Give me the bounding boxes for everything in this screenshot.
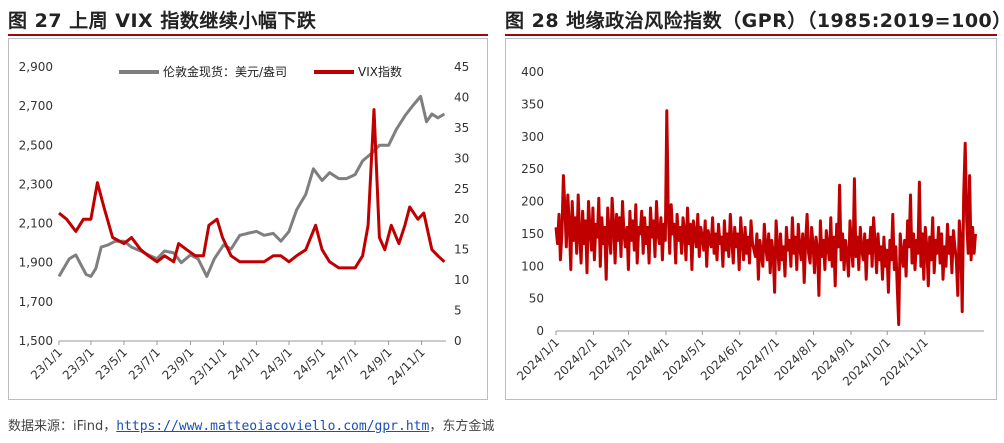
vix-series-line: [58, 108, 446, 270]
vix-gold-chart-panel: 1,500 1,700 1,900 2,100 2,300 2,500 2,700 2,900…: [8, 38, 488, 400]
y-tick-label: 250: [521, 162, 544, 176]
legend-label-vix: VIX指数: [358, 64, 402, 79]
y-left-tick-label: 1,900: [19, 256, 53, 270]
source-note: 数据来源：iFind，https://www.matteoiacoviello.…: [8, 415, 494, 434]
y-tick-label: 50: [529, 292, 544, 306]
y-tick-label: 300: [521, 130, 544, 144]
vix-gold-chart: 1,500 1,700 1,900 2,100 2,300 2,500 2,700 2,900…: [19, 60, 470, 388]
figure-28-title: 图 28 地缘政治风险指数（GPR）（1985:2019=100）: [505, 10, 1004, 32]
y-tick-label: 150: [521, 227, 544, 241]
y-tick-label: 100: [521, 259, 544, 273]
legend-label-gold: 伦敦金现货：美元/盎司: [163, 64, 287, 79]
y-right-tick-label: 20: [454, 212, 469, 226]
gpr-chart-panel: 0 50 100 150 200 250 300 350 400 2024/1/1 2024/2/1…: [505, 38, 997, 400]
y-right-tick-label: 0: [454, 334, 462, 348]
y-right-tick-label: 40: [454, 90, 469, 104]
x-tick-label: 23/1/1: [28, 345, 65, 382]
y-tick-label: 400: [521, 65, 544, 79]
x-tick-label: 24/11/1: [385, 345, 428, 388]
source-link[interactable]: https://www.matteoiacoviello.com/gpr.htm: [116, 419, 430, 434]
source-prefix: 数据来源：iFind，: [8, 419, 117, 434]
figure-27-title: 图 27 上周 VIX 指数继续小幅下跌: [8, 10, 317, 32]
source-suffix: ，东方金诚: [429, 419, 495, 434]
x-tick-label: 23/7/1: [126, 345, 163, 382]
y-left-tick-label: 2,100: [19, 217, 53, 231]
y-right-tick-label: 45: [454, 60, 469, 74]
x-tick-label: 24/7/1: [324, 345, 361, 382]
x-tick-label: 24/1/1: [225, 345, 262, 382]
y-left-tick-label: 2,300: [19, 177, 53, 191]
x-tick-label: 23/11/1: [187, 345, 230, 388]
x-tick-label: 24/3/1: [258, 345, 295, 382]
y-tick-label: 0: [536, 324, 544, 338]
x-tick-label: 23/5/1: [93, 345, 130, 382]
title-underline-right: [505, 34, 997, 36]
y-left-tick-label: 2,700: [19, 99, 53, 113]
y-right-tick-label: 5: [454, 304, 462, 318]
y-right-tick-label: 15: [454, 243, 469, 257]
y-tick-label: 200: [521, 195, 544, 209]
y-right-tick-label: 10: [454, 273, 469, 287]
y-right-tick-label: 30: [454, 151, 469, 165]
gpr-chart: 0501001502002503003504002024/1/12024/2/1…: [514, 65, 984, 389]
y-left-tick-label: 1,500: [19, 334, 53, 348]
x-tick-label: 23/3/1: [60, 345, 97, 382]
gold-price-series-line: [57, 94, 446, 278]
title-underline-left: [8, 34, 488, 36]
y-left-tick-label: 2,500: [19, 138, 53, 152]
x-tick-label: 24/5/1: [291, 345, 328, 382]
y-left-tick-label: 2,900: [19, 60, 53, 74]
gpr-series-line: [554, 109, 977, 326]
y-right-tick-label: 25: [454, 182, 469, 196]
y-tick-label: 350: [521, 97, 544, 111]
y-right-tick-label: 35: [454, 121, 469, 135]
y-left-tick-label: 1,700: [19, 295, 53, 309]
